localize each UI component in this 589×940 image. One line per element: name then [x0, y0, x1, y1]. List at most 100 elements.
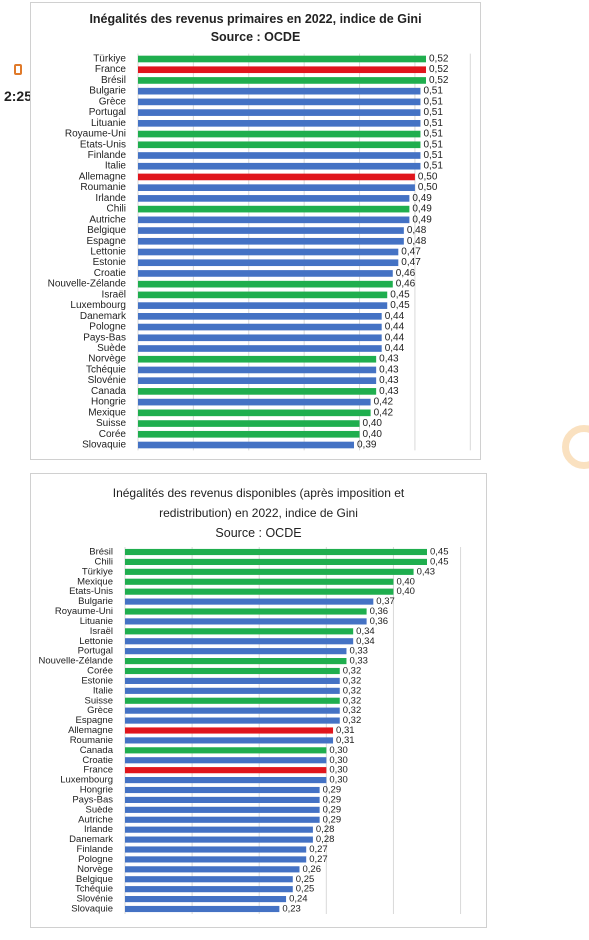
chart-title-line1: Inégalités des revenus disponibles (aprè…	[112, 486, 405, 500]
status-indicator: 2:25	[0, 62, 36, 104]
category-label: Belgique	[76, 874, 113, 885]
category-label: Royaume-Uni	[65, 129, 126, 140]
category-label: Hongrie	[80, 785, 113, 796]
value-label: 0,51	[423, 150, 443, 161]
bar	[138, 184, 415, 191]
bar	[125, 638, 354, 645]
category-label: Tchéquie	[86, 364, 126, 375]
value-label: 0,24	[289, 894, 308, 905]
category-label: Lituanie	[80, 616, 113, 627]
bar	[125, 856, 307, 863]
bar	[138, 237, 404, 245]
category-label: Autriche	[78, 814, 113, 825]
value-label: 0,33	[349, 656, 368, 667]
bar	[138, 291, 388, 299]
category-label: Italie	[105, 161, 127, 172]
bar	[125, 777, 327, 784]
category-label: Roumanie	[70, 735, 113, 746]
value-label: 0,27	[309, 854, 328, 865]
bar	[125, 578, 394, 585]
value-label: 0,50	[418, 182, 438, 193]
value-label: 0,40	[363, 429, 383, 440]
category-label: Slovaquie	[71, 904, 113, 915]
bar	[138, 120, 421, 127]
bar	[138, 259, 399, 267]
value-label: 0,45	[430, 547, 449, 558]
chart-subtitle: Source : OCDE	[210, 30, 301, 44]
value-label: 0,32	[343, 675, 362, 686]
bar	[125, 876, 293, 883]
bar	[138, 313, 382, 320]
value-label: 0,48	[407, 225, 427, 236]
bar	[125, 886, 293, 893]
phone-icon	[14, 64, 22, 75]
category-label: Bulgarie	[89, 86, 126, 97]
value-label: 0,40	[396, 576, 415, 587]
category-label: Finlande	[88, 150, 127, 161]
value-label: 0,52	[429, 64, 449, 75]
bar	[125, 796, 320, 803]
value-label: 0,44	[385, 311, 405, 322]
bar	[125, 707, 340, 714]
category-label: Danemark	[69, 834, 113, 845]
value-label: 0,32	[343, 715, 362, 726]
category-label: Grèce	[99, 96, 127, 107]
bar	[125, 786, 320, 794]
value-label: 0,32	[343, 705, 362, 716]
category-label: Slovaquie	[82, 440, 126, 451]
category-label: Nouvelle-Zélande	[48, 279, 127, 290]
bar	[125, 757, 327, 764]
category-label: Mexique	[88, 407, 126, 418]
value-label: 0,33	[349, 646, 368, 657]
category-label: Suisse	[84, 695, 113, 706]
category-label: Pays-Bas	[72, 794, 113, 805]
value-label: 0,46	[396, 279, 416, 290]
value-label: 0,42	[374, 407, 394, 418]
bar	[138, 377, 377, 384]
bar	[138, 302, 388, 309]
category-label: Irlande	[84, 824, 113, 835]
category-label: France	[95, 64, 127, 75]
value-label: 0,45	[430, 556, 449, 567]
chart-panel-primary: Inégalités des revenus primaires en 2022…	[30, 2, 481, 460]
value-label: 0,25	[296, 874, 315, 885]
category-label: Chili	[107, 204, 126, 215]
category-label: France	[83, 765, 113, 776]
bar	[125, 608, 367, 615]
bar	[125, 697, 340, 704]
bar	[138, 152, 421, 159]
category-label: Estonie	[81, 675, 113, 686]
bar	[138, 227, 404, 234]
value-label: 0,30	[329, 745, 348, 756]
category-label: Finlande	[77, 844, 113, 855]
category-label: Luxembourg	[70, 300, 126, 311]
category-label: Norvège	[88, 354, 126, 365]
category-label: Bulgarie	[78, 596, 113, 607]
bar	[125, 667, 340, 675]
category-label: Grèce	[87, 705, 113, 716]
bar	[138, 77, 426, 84]
value-label: 0,34	[356, 626, 375, 637]
category-label: Allemagne	[68, 725, 113, 736]
value-label: 0,48	[407, 236, 427, 247]
bar	[125, 846, 307, 853]
value-label: 0,47	[401, 247, 421, 258]
category-label: Autriche	[89, 214, 126, 225]
bar	[125, 905, 280, 913]
bar	[138, 141, 421, 149]
bar	[138, 430, 360, 438]
category-label: Israël	[102, 289, 126, 300]
chart-title-line2: redistribution) en 2022, indice de Gini	[159, 506, 358, 520]
value-label: 0,28	[316, 834, 335, 845]
bar	[138, 195, 410, 202]
value-label: 0,49	[412, 204, 432, 215]
value-label: 0,51	[423, 139, 443, 150]
category-label: Luxembourg	[60, 775, 113, 786]
value-label: 0,31	[336, 735, 355, 746]
value-label: 0,39	[357, 440, 377, 451]
bar-chart-disposable: Brésil 0,45 Chili 0,45 Türkiye 0,43 Mexique 0,4…	[39, 547, 462, 915]
bar	[138, 280, 393, 288]
category-label: Türkiye	[93, 54, 126, 65]
category-label: Belgique	[87, 225, 126, 236]
value-label: 0,45	[390, 289, 410, 300]
